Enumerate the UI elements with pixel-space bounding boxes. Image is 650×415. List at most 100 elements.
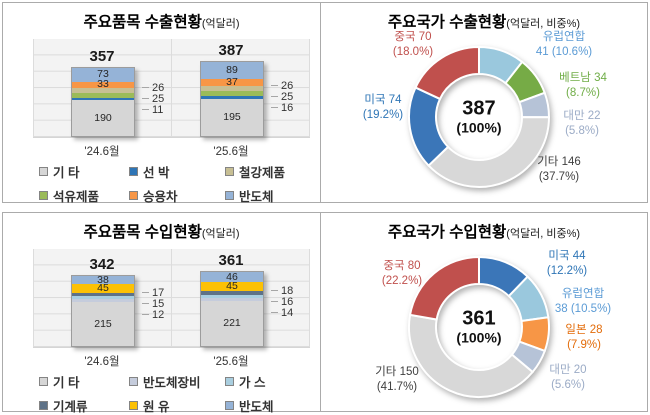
donut-label-일본: 일본 28 (7.9%) — [565, 323, 602, 353]
bar-segment-승용차: 37 — [201, 76, 263, 89]
legend-swatch — [225, 401, 234, 410]
donut-label-line: 미국 74 — [364, 94, 402, 106]
bar-segment-원유: 45 — [201, 280, 263, 293]
donut-label-line: (22.2%) — [381, 275, 423, 287]
donut-label-line: (37.7%) — [538, 171, 580, 183]
donut-label-line: (5.8%) — [565, 125, 599, 137]
callout-label: 16 — [271, 102, 293, 114]
bar-segment-선박 — [201, 95, 263, 99]
donut-label-기타: 기타 150 (41.7%) — [375, 365, 419, 395]
legend-item: 철강제품 — [225, 162, 285, 181]
donut-label-line: 38 (10.5%) — [554, 303, 612, 315]
legend-swatch — [39, 377, 48, 386]
donut-label-미국: 미국 44 (12.2%) — [547, 249, 587, 279]
donut-label-베트남: 베트남 34 (8.7%) — [559, 71, 607, 101]
panel-import-by-country: 주요국가 수입현황(억달러, 비중%) 361 (100%) 미국 44 (12.… — [320, 212, 648, 412]
callout-label: 26 — [142, 82, 164, 94]
bar-total-label: 387 — [218, 42, 244, 59]
donut-center-percent: (100%) — [456, 329, 502, 346]
legend-swatch — [225, 377, 234, 386]
legend-label: 반도체장비 — [143, 376, 201, 390]
panel-export-by-country: 주요국가 수출현황(억달러, 비중%) 387 (100%) 유럽연합 41 (1… — [320, 2, 648, 203]
x-axis-label: '24.6월 — [84, 356, 120, 368]
bar-segment-label: 37 — [226, 76, 238, 89]
legend-item: 기계류 — [39, 396, 129, 415]
donut-label-line: 유럽연합 — [542, 31, 586, 43]
donut-label-line: (19.2%) — [362, 109, 404, 121]
donut-label-line: 중국 70 — [394, 31, 432, 43]
bar-total-label: 357 — [89, 47, 115, 65]
chart-title: 주요품목 수출현황(억달러) — [3, 10, 320, 32]
legend-swatch — [129, 401, 138, 410]
leader-line — [142, 313, 149, 315]
bar-segment-기타: 221 — [201, 300, 263, 346]
bar-segment-반도체: 46 — [201, 272, 263, 282]
donut-slice-중국 — [408, 255, 480, 321]
legend-label: 철강제품 — [239, 166, 286, 180]
donut-slice-기타 — [408, 313, 535, 398]
donut-center-label: 387 (100%) — [456, 98, 501, 137]
legend: 기 타 선 박 철강제품 석유제품 승용차 반도체 — [39, 162, 285, 205]
callout-label: 26 — [271, 80, 293, 92]
legend-item: 반도체 — [225, 186, 285, 205]
callout-label: 25 — [271, 91, 293, 103]
chart-title-text: 주요국가 수입현황 — [387, 224, 507, 241]
chart-title-text: 주요품목 수출현황 — [83, 14, 202, 31]
donut-label-line: (7.9%) — [567, 339, 601, 351]
donut-label-대만: 대만 20 (5.6%) — [549, 363, 586, 393]
donut-center-value: 361 — [462, 307, 496, 330]
donut-label-대만: 대만 22 (5.8%) — [563, 109, 600, 139]
legend-label: 반도체 — [239, 400, 274, 414]
donut-label-line: 기타 150 — [375, 366, 419, 378]
legend-item: 석유제품 — [39, 186, 129, 205]
leader-line — [271, 96, 278, 98]
chart-unit-label: (억달러) — [201, 228, 240, 240]
donut-label-유럽연합: 유럽연합 38 (10.5%) — [555, 287, 611, 317]
donut-label-기타: 기타 146 (37.7%) — [537, 155, 581, 185]
legend: 기 타 반도체장비 가 스 기계류 원 유 반도체 — [39, 372, 274, 415]
chart-unit-label: (억달러, 비중%) — [506, 18, 581, 30]
chart-title: 주요국가 수출현황(억달러, 비중%) — [321, 10, 647, 32]
callout-label: 17 — [142, 287, 164, 299]
bar-segment-반도체: 38 — [72, 275, 134, 285]
callout-label: 16 — [271, 296, 293, 308]
legend-swatch — [39, 167, 48, 176]
bar-segment-기타: 190 — [72, 99, 134, 136]
bar-segment-label: 33 — [97, 78, 109, 91]
x-axis-label: '25.6월 — [213, 146, 249, 158]
donut-svg — [408, 255, 550, 398]
legend-item: 기 타 — [39, 372, 129, 391]
chart-title: 주요국가 수입현황(억달러, 비중%) — [321, 220, 647, 242]
legend-label: 반도체 — [239, 190, 274, 204]
bar-total-label: 342 — [89, 255, 115, 273]
chart-title-text: 주요국가 수출현황 — [387, 14, 507, 31]
stacked-bar: 73 33 190 — [71, 66, 135, 137]
legend-item: 원 유 — [129, 396, 225, 415]
bar-segment-선박 — [72, 97, 134, 100]
bar-segment-승용차: 33 — [72, 78, 134, 91]
donut-label-line: 대만 22 — [563, 110, 601, 122]
bar-segment-반도체장비 — [201, 297, 263, 301]
panel-export-by-item: 주요품목 수출현황(억달러) 73 33 190 357 26 25 11 89 37 195 38… — [2, 2, 321, 205]
donut-label-line: 기타 146 — [537, 156, 581, 168]
legend-swatch — [225, 167, 234, 176]
legend-swatch — [39, 401, 48, 410]
legend-label: 기 타 — [53, 376, 80, 390]
x-axis-label: '24.6월 — [84, 146, 120, 158]
callout-label: 15 — [142, 298, 164, 310]
legend-swatch — [129, 377, 138, 386]
legend-item: 반도체장비 — [129, 372, 225, 391]
leader-line — [142, 109, 149, 111]
legend-item: 선 박 — [129, 162, 225, 181]
leader-line — [271, 85, 278, 87]
donut-label-line: (12.2%) — [546, 265, 588, 277]
bar-segment-label: 45 — [226, 280, 238, 293]
bar-plot-area: 73 33 190 357 26 25 11 89 37 195 387 26 25 16 — [33, 39, 310, 138]
bar-segment-기타: 195 — [201, 98, 263, 136]
donut-label-line: (41.7%) — [376, 381, 418, 393]
bar-segment-석유제품 — [201, 90, 263, 96]
donut-label-line: 유럽연합 — [561, 288, 605, 300]
bar-segment-가스 — [72, 296, 134, 300]
leader-line — [271, 107, 278, 109]
